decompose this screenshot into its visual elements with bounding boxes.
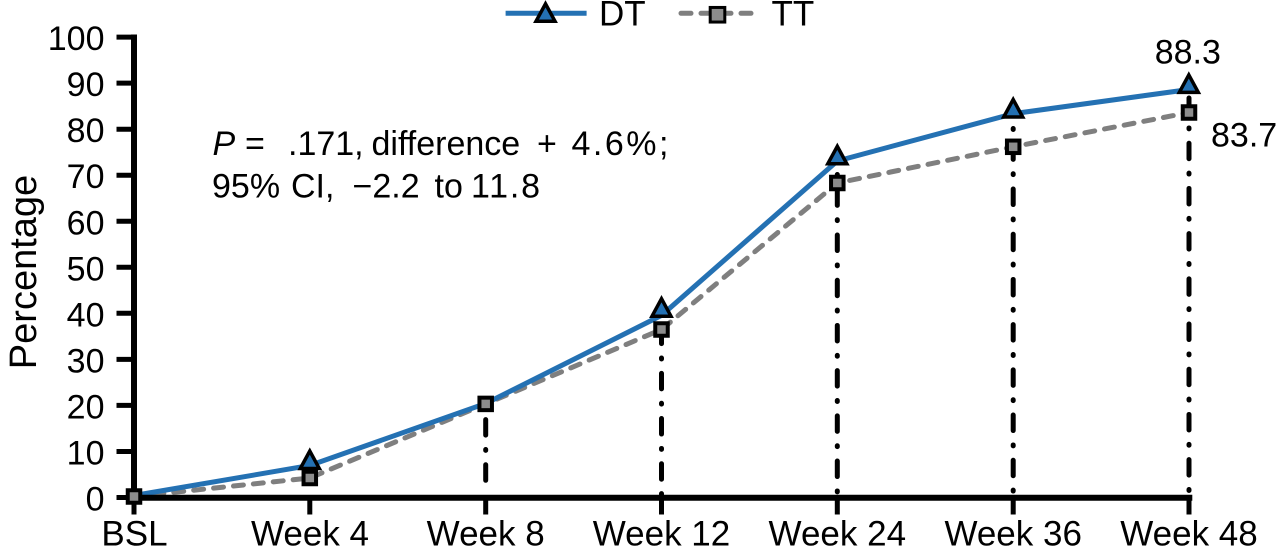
svg-text:BSL: BSL [101, 515, 167, 547]
svg-text:10: 10 [67, 435, 105, 473]
svg-text:Percentage: Percentage [3, 175, 45, 369]
svg-text:Week 4: Week 4 [251, 515, 369, 547]
svg-text:80: 80 [67, 112, 105, 150]
svg-text:Week 48: Week 48 [1120, 515, 1258, 547]
svg-text:P=.171,difference+4.6%;: P = .171, difference +4.6%; [213, 125, 671, 163]
svg-text:TT: TT [772, 0, 815, 33]
svg-text:70: 70 [67, 158, 105, 196]
svg-text:Week 8: Week 8 [427, 515, 545, 547]
svg-text:50: 50 [67, 250, 105, 288]
svg-text:0: 0 [86, 481, 105, 519]
svg-text:40: 40 [67, 296, 105, 334]
svg-text:100: 100 [48, 20, 105, 58]
svg-text:90: 90 [67, 66, 105, 104]
svg-text:30: 30 [67, 342, 105, 380]
svg-text:60: 60 [67, 204, 105, 242]
svg-text:83.7: 83.7 [1211, 117, 1277, 155]
svg-text:20: 20 [67, 388, 105, 426]
svg-text:DT: DT [599, 0, 646, 33]
svg-text:88.3: 88.3 [1155, 34, 1221, 72]
svg-text:Week 36: Week 36 [944, 515, 1082, 547]
svg-text:Week 12: Week 12 [593, 515, 731, 547]
svg-text:Week 24: Week 24 [769, 515, 907, 547]
